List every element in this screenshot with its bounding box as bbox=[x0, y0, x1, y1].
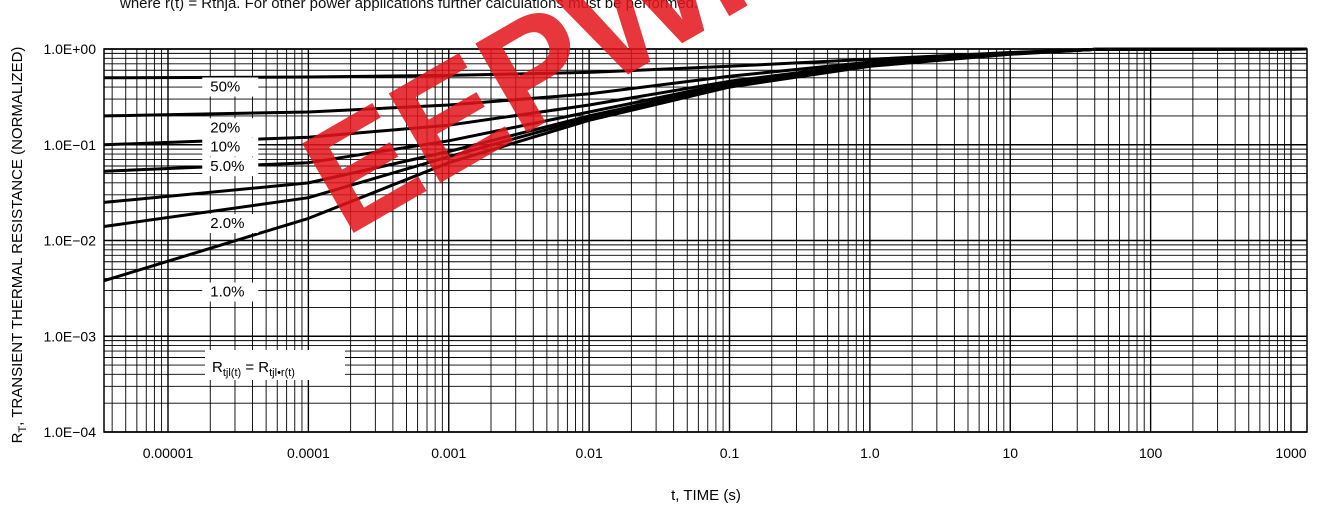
y-tick-label: 1.0E+00 bbox=[43, 41, 96, 57]
x-axis-label: t, TIME (s) bbox=[671, 487, 741, 504]
series-line-6 bbox=[103, 47, 1308, 283]
svg-text:Rtjl(t) = Rtjl•r(t): Rtjl(t) = Rtjl•r(t) bbox=[212, 359, 295, 379]
series-labels: 50% 20% 10% 5.0% 2.0% 1.0% bbox=[202, 77, 259, 302]
annotation-main: R bbox=[212, 359, 223, 376]
y-tick-label: 1.0E−02 bbox=[43, 233, 96, 249]
annotation-sub3: •r(t) bbox=[277, 367, 295, 379]
series-label: 2.0% bbox=[210, 215, 244, 232]
x-tick-label: 10 bbox=[1002, 445, 1018, 461]
y-tick-labels: 1.0E+00 1.0E−01 1.0E−02 1.0E−03 1.0E−04 bbox=[43, 41, 96, 440]
x-tick-label: 0.0001 bbox=[287, 445, 330, 461]
caption-text: where r(t) = Rthja. For other power appl… bbox=[120, 0, 699, 12]
y-axis-label-sub: T bbox=[17, 426, 29, 433]
chart-series bbox=[103, 47, 1308, 283]
x-tick-label: 1000 bbox=[1275, 445, 1306, 461]
annotation-sub1: tjl(t) bbox=[223, 367, 241, 379]
series-label: 10% bbox=[210, 139, 240, 156]
series-label: 5.0% bbox=[210, 158, 244, 175]
watermark-text: EEPW.com.cn bbox=[277, 0, 1227, 266]
series-label-bg bbox=[202, 137, 259, 157]
annotation-box: Rtjl(t) = Rtjl•r(t) bbox=[205, 350, 345, 380]
y-tick-label: 1.0E−01 bbox=[43, 137, 96, 153]
x-tick-label: 0.1 bbox=[720, 445, 740, 461]
y-axis-label: RT, TRANSIENT THERMAL RESISTANCE (NORMAL… bbox=[9, 47, 29, 444]
x-tick-label: 0.001 bbox=[431, 445, 466, 461]
annotation-sub2: tjl bbox=[269, 367, 277, 379]
y-tick-label: 1.0E−03 bbox=[43, 328, 96, 344]
x-tick-labels: 0.00001 0.0001 0.001 0.01 0.1 1.0 10 100 1000 bbox=[143, 445, 1307, 461]
x-tick-label: 0.00001 bbox=[143, 445, 194, 461]
x-tick-label: 1.0 bbox=[860, 445, 880, 461]
series-label: 20% bbox=[210, 119, 240, 136]
y-tick-label: 1.0E−04 bbox=[43, 424, 96, 440]
series-label: 1.0% bbox=[210, 284, 244, 301]
series-label-bg bbox=[202, 77, 259, 97]
series-label-bg bbox=[202, 282, 259, 302]
watermark: EEPW.com.cn bbox=[277, 0, 1227, 266]
x-tick-label: 100 bbox=[1139, 445, 1163, 461]
annotation-eq: = R bbox=[241, 359, 269, 376]
series-label-bg bbox=[202, 118, 259, 138]
x-tick-label: 0.01 bbox=[576, 445, 603, 461]
y-axis-label-rest: , TRANSIENT THERMAL RESISTANCE (NORMALIZ… bbox=[9, 47, 26, 426]
series-label-bg bbox=[202, 214, 259, 234]
series-label: 50% bbox=[210, 78, 240, 95]
series-label-bg bbox=[202, 157, 259, 177]
y-axis-label-prefix: R bbox=[9, 432, 26, 443]
